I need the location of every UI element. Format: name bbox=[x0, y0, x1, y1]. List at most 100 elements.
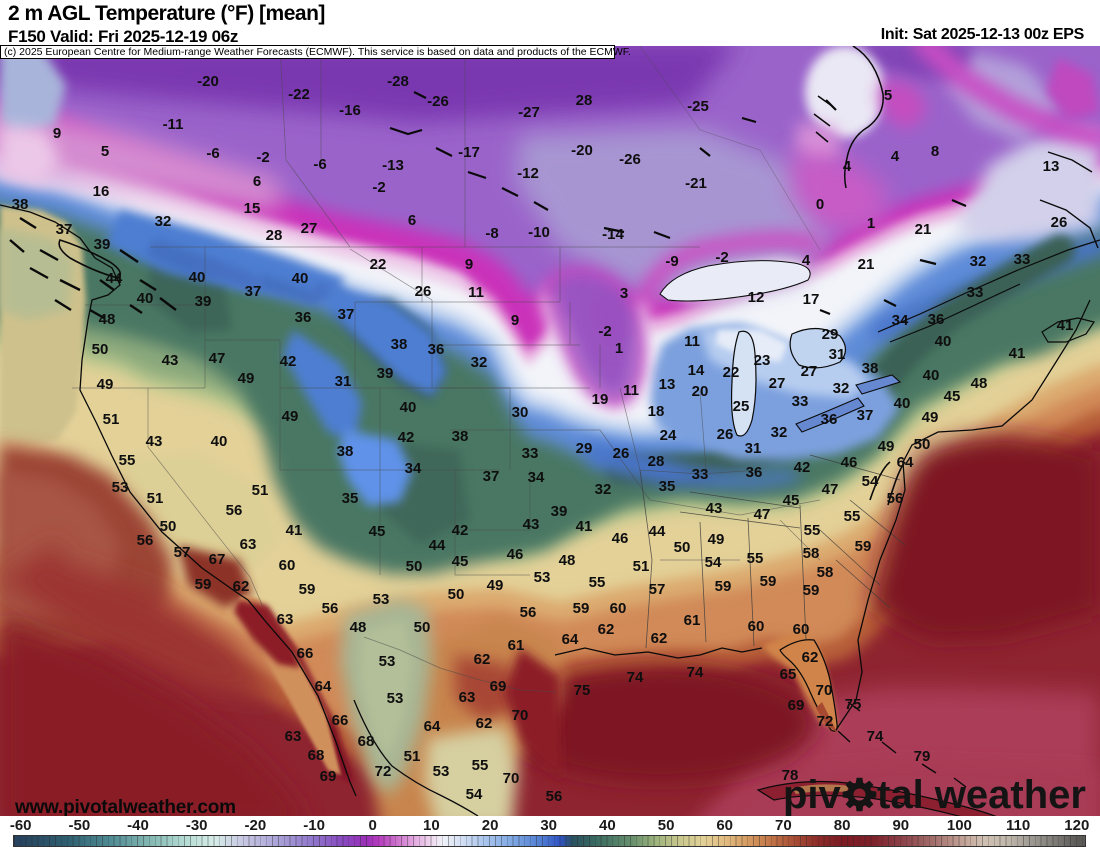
svg-text:40: 40 bbox=[137, 290, 154, 307]
svg-text:-20: -20 bbox=[571, 142, 593, 159]
svg-text:59: 59 bbox=[803, 582, 820, 599]
svg-text:36: 36 bbox=[746, 464, 763, 481]
svg-text:-11: -11 bbox=[163, 116, 184, 133]
svg-text:74: 74 bbox=[687, 664, 704, 681]
svg-text:-2: -2 bbox=[372, 179, 385, 196]
svg-text:36: 36 bbox=[928, 311, 945, 328]
svg-text:-26: -26 bbox=[619, 151, 641, 168]
svg-text:70: 70 bbox=[503, 770, 520, 787]
svg-text:-25: -25 bbox=[687, 98, 709, 115]
svg-text:56: 56 bbox=[520, 604, 537, 621]
svg-text:32: 32 bbox=[155, 213, 172, 230]
svg-text:40: 40 bbox=[189, 269, 206, 286]
svg-text:39: 39 bbox=[195, 293, 212, 310]
svg-text:-10: -10 bbox=[528, 224, 550, 241]
svg-text:41: 41 bbox=[1057, 317, 1074, 334]
svg-text:55: 55 bbox=[472, 757, 489, 774]
svg-text:21: 21 bbox=[915, 221, 932, 238]
svg-text:32: 32 bbox=[833, 380, 850, 397]
svg-text:42: 42 bbox=[794, 459, 811, 476]
svg-text:33: 33 bbox=[522, 445, 539, 462]
svg-text:59: 59 bbox=[760, 573, 777, 590]
svg-text:60: 60 bbox=[279, 557, 296, 574]
svg-text:62: 62 bbox=[802, 649, 819, 666]
svg-text:72: 72 bbox=[817, 713, 834, 730]
svg-text:32: 32 bbox=[771, 424, 788, 441]
svg-text:75: 75 bbox=[845, 696, 862, 713]
svg-text:69: 69 bbox=[788, 697, 805, 714]
svg-text:28: 28 bbox=[648, 453, 665, 470]
svg-text:40: 40 bbox=[935, 333, 952, 350]
svg-text:37: 37 bbox=[56, 221, 73, 238]
svg-text:43: 43 bbox=[523, 516, 540, 533]
svg-text:68: 68 bbox=[358, 733, 375, 750]
svg-text:50: 50 bbox=[914, 436, 931, 453]
svg-text:59: 59 bbox=[715, 578, 732, 595]
svg-text:15: 15 bbox=[244, 200, 261, 217]
svg-text:39: 39 bbox=[551, 503, 568, 520]
svg-text:25: 25 bbox=[733, 398, 750, 415]
svg-text:59: 59 bbox=[855, 538, 872, 555]
svg-text:37: 37 bbox=[245, 283, 262, 300]
svg-text:66: 66 bbox=[297, 645, 314, 662]
svg-text:58: 58 bbox=[803, 545, 820, 562]
svg-text:1: 1 bbox=[867, 215, 875, 232]
svg-text:-6: -6 bbox=[206, 145, 219, 162]
svg-text:39: 39 bbox=[377, 365, 394, 382]
svg-text:29: 29 bbox=[576, 440, 593, 457]
svg-text:22: 22 bbox=[370, 256, 387, 273]
svg-text:67: 67 bbox=[209, 551, 226, 568]
svg-text:36: 36 bbox=[295, 309, 312, 326]
svg-text:13: 13 bbox=[1043, 158, 1060, 175]
svg-text:57: 57 bbox=[649, 581, 666, 598]
svg-text:51: 51 bbox=[633, 558, 650, 575]
svg-text:50: 50 bbox=[674, 539, 691, 556]
svg-text:38: 38 bbox=[452, 428, 469, 445]
svg-text:44: 44 bbox=[106, 270, 123, 287]
svg-text:32: 32 bbox=[970, 253, 987, 270]
svg-text:51: 51 bbox=[147, 490, 164, 507]
svg-text:70: 70 bbox=[816, 682, 833, 699]
svg-text:9: 9 bbox=[511, 312, 519, 329]
svg-text:55: 55 bbox=[747, 550, 764, 567]
svg-text:37: 37 bbox=[483, 468, 500, 485]
svg-text:6: 6 bbox=[253, 173, 261, 190]
svg-text:62: 62 bbox=[233, 578, 250, 595]
svg-text:6: 6 bbox=[408, 212, 416, 229]
svg-text:8: 8 bbox=[931, 143, 939, 160]
svg-text:51: 51 bbox=[103, 411, 120, 428]
svg-text:72: 72 bbox=[375, 763, 392, 780]
svg-text:1: 1 bbox=[615, 340, 623, 357]
svg-text:20: 20 bbox=[692, 383, 709, 400]
svg-text:11: 11 bbox=[623, 382, 639, 399]
svg-text:12: 12 bbox=[748, 289, 765, 306]
svg-text:35: 35 bbox=[342, 490, 359, 507]
svg-text:60: 60 bbox=[793, 621, 810, 638]
svg-text:22: 22 bbox=[723, 364, 740, 381]
svg-text:www.pivotalweather.com: www.pivotalweather.com bbox=[14, 797, 236, 818]
svg-text:62: 62 bbox=[476, 715, 493, 732]
svg-text:9: 9 bbox=[53, 125, 61, 142]
svg-text:79: 79 bbox=[914, 748, 931, 765]
svg-text:74: 74 bbox=[627, 669, 644, 686]
svg-text:45: 45 bbox=[452, 553, 469, 570]
svg-text:26: 26 bbox=[613, 445, 630, 462]
svg-text:45: 45 bbox=[783, 492, 800, 509]
svg-text:18: 18 bbox=[648, 403, 665, 420]
svg-text:55: 55 bbox=[119, 452, 136, 469]
svg-text:11: 11 bbox=[468, 284, 484, 301]
svg-text:27: 27 bbox=[769, 375, 786, 392]
svg-text:47: 47 bbox=[209, 350, 226, 367]
svg-text:46: 46 bbox=[507, 546, 524, 563]
svg-text:54: 54 bbox=[705, 554, 722, 571]
svg-text:32: 32 bbox=[595, 481, 612, 498]
svg-text:40: 40 bbox=[923, 367, 940, 384]
svg-text:64: 64 bbox=[424, 718, 441, 735]
svg-text:42: 42 bbox=[452, 522, 469, 539]
svg-text:53: 53 bbox=[433, 763, 450, 780]
svg-text:78: 78 bbox=[782, 767, 799, 784]
svg-text:49: 49 bbox=[238, 370, 255, 387]
svg-text:63: 63 bbox=[277, 611, 294, 628]
svg-text:61: 61 bbox=[508, 637, 525, 654]
svg-text:60: 60 bbox=[748, 618, 765, 635]
